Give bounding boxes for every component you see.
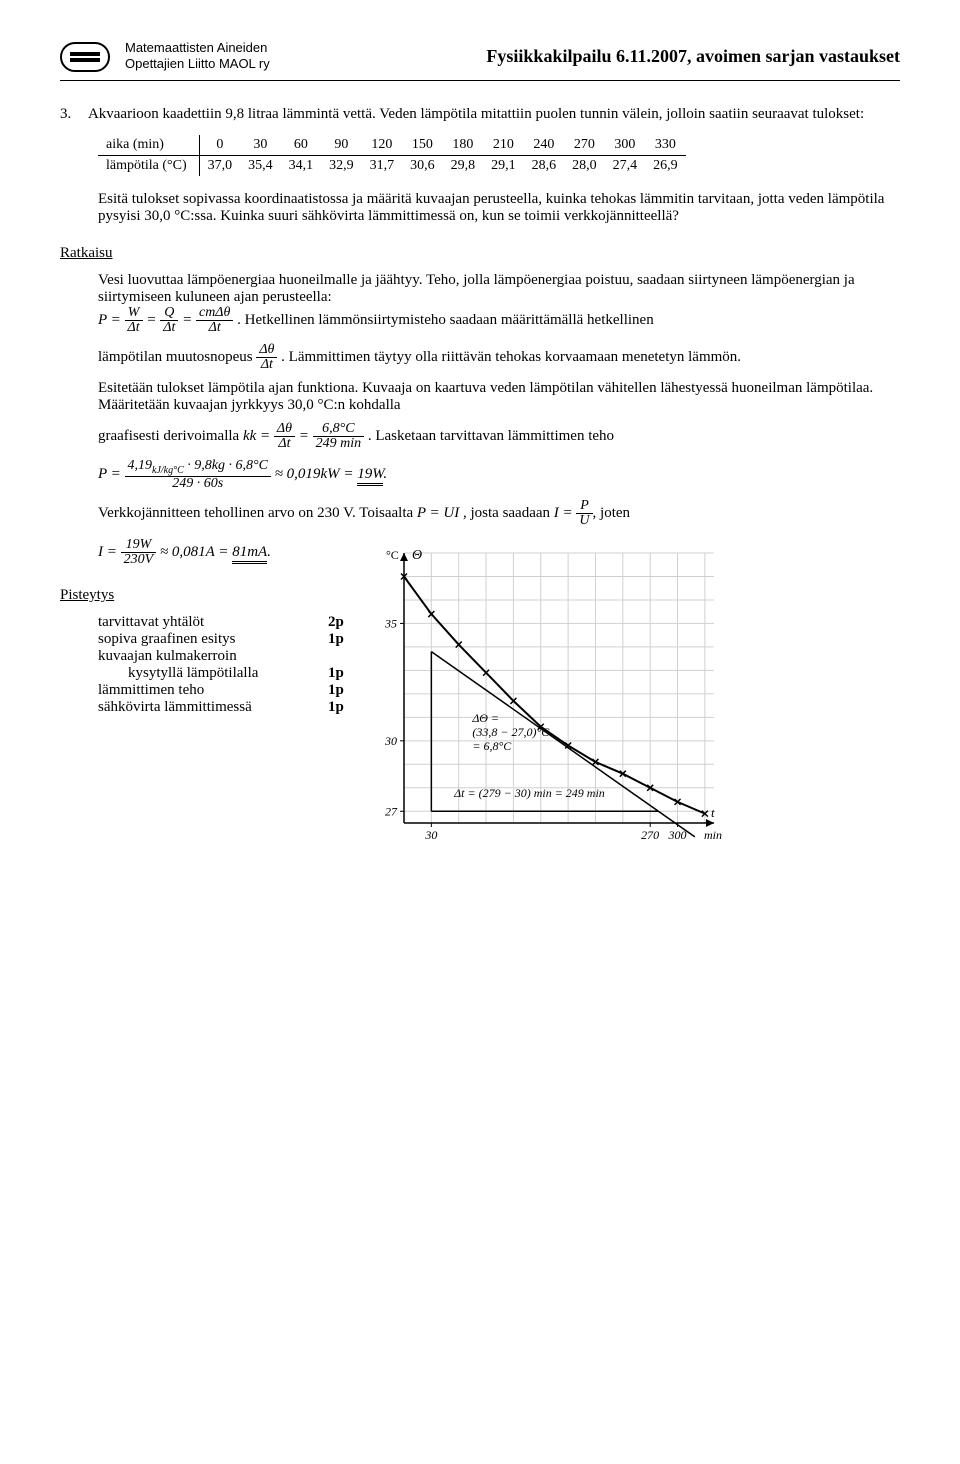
solution-para1-text: Vesi luovuttaa lämpöenergiaa huoneilmall… (98, 272, 855, 305)
table-cell: 30 (240, 135, 281, 156)
temperature-chart: 27 30 35 30 270 300 °C Θt min ΔΘ =(33,8 − 27,0)°C… (364, 538, 744, 858)
scoring-label: kuvaajan kulmakerroin (98, 648, 328, 665)
table-cell: 28,0 (564, 156, 605, 177)
para5-mid: , josta saadaan (463, 505, 554, 521)
eq-power-calc: P = 4,19kJ/kg°C · 9,8kg · 6,8°C 249 · 60… (98, 459, 900, 491)
data-table: aika (min)030609012015018021024027030033… (98, 135, 686, 176)
table-cell: 37,0 (199, 156, 240, 177)
svg-text:30: 30 (424, 828, 437, 842)
scoring-value: 1p (328, 631, 344, 648)
table-cell: 26,9 (645, 156, 686, 177)
kk-den: 249 min (313, 437, 365, 451)
table-cell: 300 (605, 135, 646, 156)
problem-block: 3. Akvaarioon kaadettiin 9,8 litraa lämm… (60, 106, 900, 123)
scoring-value: 1p (328, 699, 344, 716)
table-cell: 120 (362, 135, 403, 156)
table-cell: 31,7 (362, 156, 403, 177)
solution-para-2: lämpötilan muutosnopeus ΔθΔt . Lämmittim… (98, 343, 900, 372)
table-cell: 60 (281, 135, 322, 156)
solution-title: Ratkaisu (60, 245, 900, 262)
table-cell: 27,4 (605, 156, 646, 177)
para5-pre: Verkkojännitteen tehollinen arvo on 230 … (98, 505, 417, 521)
svg-text:°C: °C (386, 548, 399, 562)
i-num: 19W (121, 538, 157, 553)
table-cell: 270 (564, 135, 605, 156)
scoring-list: tarvittavat yhtälöt2psopiva graafinen es… (98, 614, 344, 716)
svg-text:ΔΘ =: ΔΘ = (471, 711, 499, 725)
svg-text:= 6,8°C: = 6,8°C (472, 739, 512, 753)
table-cell: 330 (645, 135, 686, 156)
org-line-2: Opettajien Liitto MAOL ry (125, 56, 270, 72)
para2-pre: lämpötilan muutosnopeus (98, 349, 253, 365)
kk-num: 6,8°C (313, 422, 365, 437)
table-cell: 29,1 (483, 156, 524, 177)
scoring-row: lämmittimen teho1p (98, 682, 344, 699)
solution-para-4: graafisesti derivoimalla kk = ΔθΔt = 6,8… (98, 422, 900, 451)
scoring-value: 1p (328, 665, 344, 682)
eq-power: P = WΔt = QΔt = cmΔθΔt (98, 312, 237, 328)
svg-text:t: t (711, 805, 715, 820)
table-cell: 150 (402, 135, 443, 156)
eq-kk: kk = ΔθΔt = 6,8°C249 min (243, 428, 368, 444)
scoring-label: lämmittimen teho (98, 682, 328, 699)
table-cell: 180 (443, 135, 484, 156)
table-cell: 35,4 (240, 156, 281, 177)
eq-current-calc: I = 19W 230V ≈ 0,081A = 81mA. (98, 538, 344, 567)
bottom-section: I = 19W 230V ≈ 0,081A = 81mA. Pisteytys … (60, 538, 900, 858)
scoring-value: 2p (328, 614, 344, 631)
scoring-row: tarvittavat yhtälöt2p (98, 614, 344, 631)
solution-para-1: Vesi luovuttaa lämpöenergiaa huoneilmall… (98, 272, 900, 335)
i-den: 230V (121, 553, 157, 567)
problem-question: Esitä tulokset sopivassa koordinaatistos… (98, 191, 900, 225)
scoring-title: Pisteytys (60, 587, 344, 604)
para4-pre: graafisesti derivoimalla (98, 428, 239, 444)
para2-post: . Lämmittimen täytyy olla riittävän teho… (281, 349, 741, 365)
para4-post: . Lasketaan tarvittavan lämmittimen teho (368, 428, 614, 444)
scoring-label: sähkövirta lämmittimessä (98, 699, 328, 716)
svg-text:30: 30 (384, 734, 397, 748)
page-header: Matemaattisten Aineiden Opettajien Liitt… (60, 40, 900, 81)
svg-text:(33,8 − 27,0)°C: (33,8 − 27,0)°C (472, 725, 550, 739)
table-cell: 30,6 (402, 156, 443, 177)
table-cell: 90 (321, 135, 362, 156)
table-cell: 210 (483, 135, 524, 156)
scoring-label: sopiva graafinen esitys (98, 631, 328, 648)
scoring-row: sähkövirta lämmittimessä1p (98, 699, 344, 716)
table-label-time: aika (min) (98, 135, 199, 156)
svg-text:270: 270 (641, 828, 659, 842)
svg-text:300: 300 (667, 828, 686, 842)
eq1-after: . Hetkellinen lämmönsiirtymisteho saadaa… (237, 312, 654, 328)
svg-text:min: min (704, 828, 722, 842)
p-den: 249 · 60s (125, 477, 271, 491)
table-cell: 29,8 (443, 156, 484, 177)
table-cell: 240 (524, 135, 565, 156)
para5-post: , joten (593, 505, 631, 521)
scoring-row: kuvaajan kulmakerroin (98, 648, 344, 665)
problem-number: 3. (60, 106, 85, 123)
scoring-value: 1p (328, 682, 344, 699)
solution-para-5: Verkkojännitteen tehollinen arvo on 230 … (98, 499, 900, 528)
table-cell: 28,6 (524, 156, 565, 177)
svg-text:35: 35 (384, 616, 397, 630)
problem-intro: Akvaarioon kaadettiin 9,8 litraa lämmint… (88, 106, 864, 122)
table-cell: 34,1 (281, 156, 322, 177)
page-title: Fysiikkakilpailu 6.11.2007, avoimen sarj… (486, 40, 900, 67)
svg-text:Θ: Θ (412, 548, 422, 563)
table-label-temp: lämpötila (°C) (98, 156, 199, 177)
scoring-label: kysytyllä lämpötilalla (98, 665, 328, 682)
eq-dtheta-dt: ΔθΔt (256, 349, 281, 365)
solution-para-3: Esitetään tulokset lämpötila ajan funkti… (98, 380, 900, 414)
maol-logo (60, 42, 110, 72)
scoring-row: kysytyllä lämpötilalla1p (98, 665, 344, 682)
table-cell: 0 (199, 135, 240, 156)
svg-text:27: 27 (385, 804, 398, 818)
table-cell: 32,9 (321, 156, 362, 177)
scoring-row: sopiva graafinen esitys1p (98, 631, 344, 648)
org-name: Matemaattisten Aineiden Opettajien Liitt… (125, 40, 270, 71)
org-line-1: Matemaattisten Aineiden (125, 40, 270, 56)
scoring-label: tarvittavat yhtälöt (98, 614, 328, 631)
svg-text:Δt = (279 − 30) min = 249 min: Δt = (279 − 30) min = 249 min (453, 786, 605, 800)
